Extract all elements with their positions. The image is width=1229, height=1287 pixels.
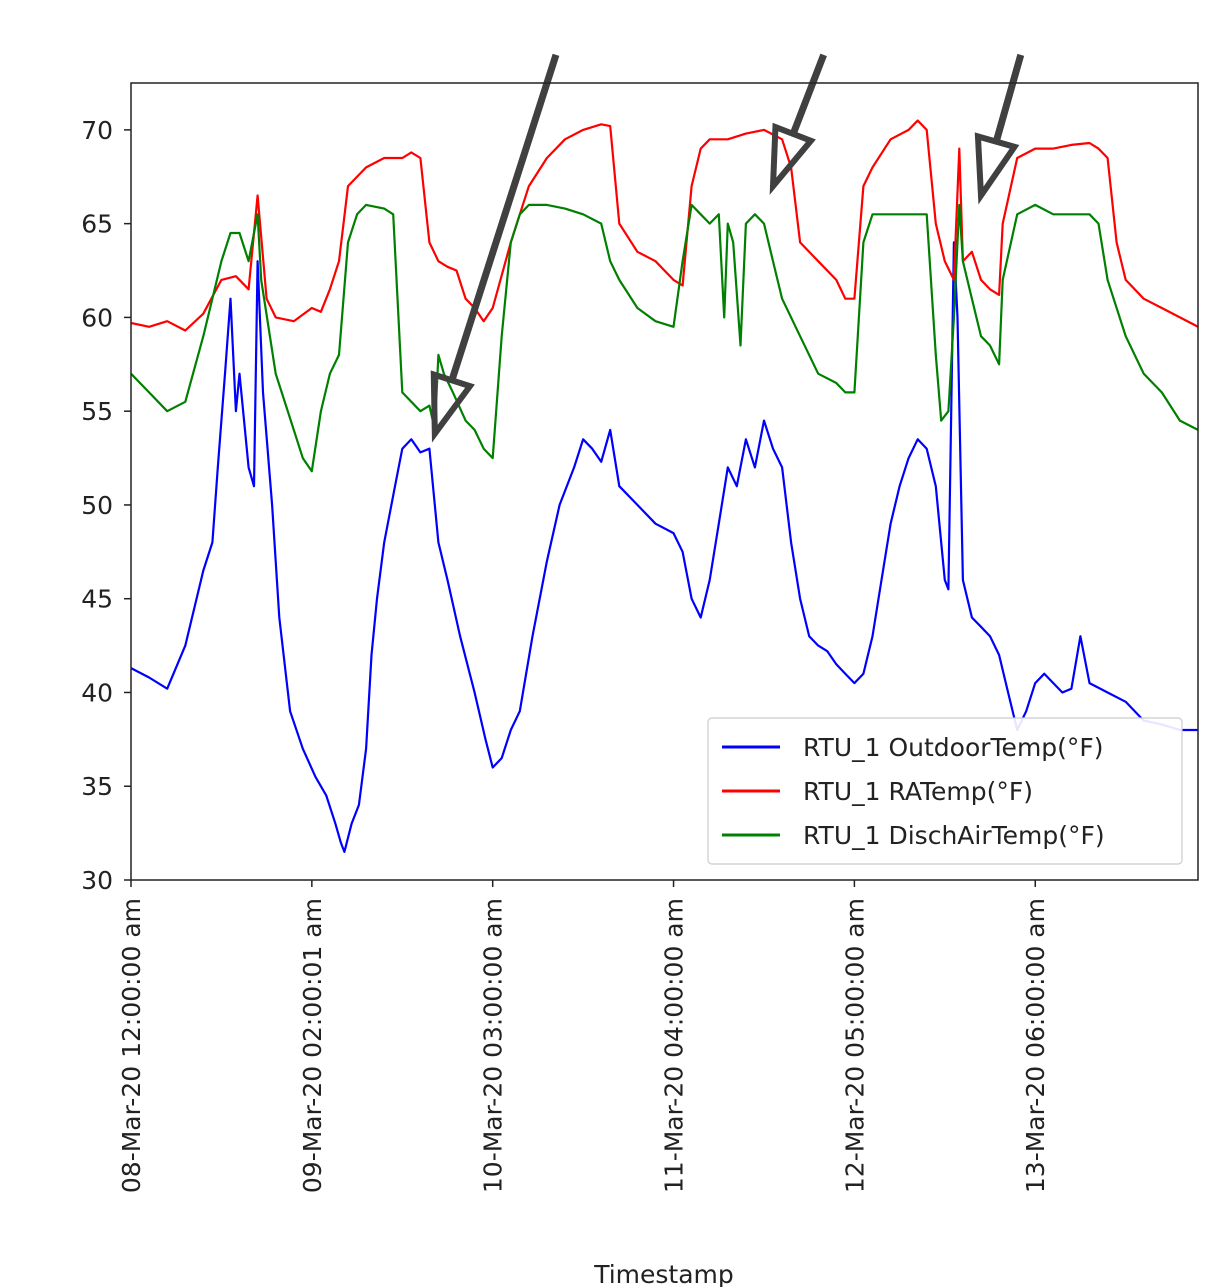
x-axis-title: Timestamp <box>593 1260 734 1287</box>
plot-frame <box>130 82 1199 881</box>
annotation-arrow <box>974 53 1025 205</box>
y-tick-label: 30 <box>81 866 113 895</box>
legend: RTU_1 OutdoorTemp(°F) RTU_1 RATemp(°F) R… <box>707 717 1183 865</box>
y-tick-label: 70 <box>81 116 113 145</box>
y-tick-label: 50 <box>81 491 113 520</box>
series-outdoor-temp-line <box>131 241 1198 853</box>
annotation-arrow <box>769 53 827 195</box>
x-tick-label: 10-Mar-20 03:00:00 am <box>479 898 508 1193</box>
legend-label-outdoor: RTU_1 OutdoorTemp(°F) <box>803 733 1104 762</box>
y-tick-label: 60 <box>81 303 113 332</box>
y-tick-label: 55 <box>81 397 113 426</box>
x-tick-label: 09-Mar-20 02:00:01 am <box>298 898 327 1193</box>
annotation-arrow <box>430 53 560 443</box>
x-tick-label: 12-Mar-20 05:00:00 am <box>840 898 869 1193</box>
y-tick-label: 35 <box>81 772 113 801</box>
y-tick-label: 65 <box>81 210 113 239</box>
series-ra-temp-line <box>131 119 1198 332</box>
legend-label-dischair: RTU_1 DischAirTemp(°F) <box>803 821 1105 850</box>
series-disch-air-temp-line <box>131 203 1198 473</box>
x-tick-label: 11-Mar-20 04:00:00 am <box>660 898 689 1193</box>
x-tick-label: 08-Mar-20 12:00:00 am <box>117 898 146 1193</box>
y-tick-label: 45 <box>81 585 113 614</box>
y-tick-label: 40 <box>81 678 113 707</box>
legend-label-ratemp: RTU_1 RATemp(°F) <box>803 777 1033 806</box>
x-tick-label: 13-Mar-20 06:00:00 am <box>1021 898 1050 1193</box>
